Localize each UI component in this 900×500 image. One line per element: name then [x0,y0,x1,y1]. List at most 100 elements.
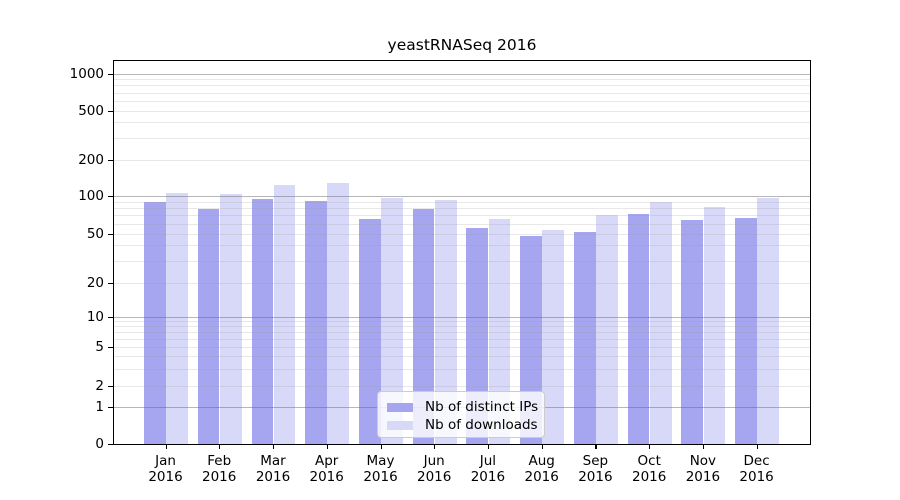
y-tick-label-200: 200 [78,151,104,168]
bar-distinct-ips-jul [466,228,489,444]
month-label: Aug [528,453,555,469]
major-gridline-10 [114,316,810,318]
bar-downloads-aug [542,230,565,444]
y-tick-mark-50 [108,233,113,235]
minor-gridline-90 [114,201,810,203]
legend-row-downloads: Nb of downloads [386,416,538,434]
x-tick-label-sep: Sep 2016 [567,453,623,485]
minor-gridline-900 [114,79,810,81]
month-label: Sep [582,453,609,469]
bar-downloads-dec [757,197,780,444]
minor-gridline-500 [114,110,810,112]
bar-downloads-sep [596,214,618,444]
minor-gridline-60 [114,223,810,225]
minor-gridline-20 [114,282,810,284]
minor-gridline-3 [114,368,810,370]
minor-gridline-400 [114,122,810,124]
minor-gridline-30 [114,260,810,262]
year-label: 2016 [417,468,452,485]
minor-gridline-8 [114,326,810,328]
bar-distinct-ips-may [359,219,381,444]
minor-gridline-50 [114,233,810,235]
minor-gridline-80 [114,208,810,210]
y-tick-mark-10 [108,316,113,318]
minor-gridline-4 [114,356,810,358]
minor-gridline-700 [114,92,810,94]
x-tick-label-dec: Dec 2016 [729,453,785,485]
minor-gridline-40 [114,245,810,247]
minor-gridline-7 [114,332,810,334]
x-tick-mark-feb [219,444,221,449]
bar-downloads-nov [703,206,726,444]
y-tick-label-2: 2 [95,377,104,394]
year-label: 2016 [470,468,506,485]
x-tick-label-oct: Oct 2016 [621,453,677,485]
x-tick-mark-apr [326,444,328,449]
x-tick-mark-oct [649,444,651,449]
y-tick-mark-200 [108,159,113,161]
x-tick-mark-dec [756,444,758,449]
x-tick-mark-jun [434,444,436,449]
bar-downloads-oct [649,201,672,444]
year-label: 2016 [363,468,398,485]
month-label: Jan [155,453,176,469]
chart-title: yeastRNASeq 2016 [387,36,537,54]
x-tick-label-may: May 2016 [353,453,409,485]
bar-distinct-ips-jan [144,201,166,444]
x-tick-mark-mar [273,444,275,449]
x-tick-label-jan: Jan 2016 [138,453,194,485]
bar-distinct-ips-feb [197,208,220,444]
y-tick-mark-20 [108,282,113,284]
minor-gridline-200 [114,159,810,161]
y-tick-label-10: 10 [86,308,104,325]
x-tick-label-aug: Aug 2016 [514,453,570,485]
y-tick-mark-100 [108,196,113,198]
x-tick-mark-aug [541,444,543,449]
bar-downloads-feb [219,193,242,444]
x-tick-label-feb: Feb 2016 [191,453,247,485]
year-label: 2016 [632,468,667,485]
legend-row-distinct-ips: Nb of distinct IPs [386,398,539,416]
x-tick-label-mar: Mar 2016 [245,453,301,485]
bar-downloads-jan [166,192,188,444]
year-label: 2016 [685,468,721,485]
major-gridline-1000 [114,73,810,75]
minor-gridline-9 [114,321,810,323]
x-tick-mark-sep [595,444,597,449]
month-label: Nov [689,453,717,469]
minor-gridline-5 [114,347,810,348]
y-tick-label-100: 100 [78,188,104,204]
bar-distinct-ips-nov [681,220,704,444]
minor-gridline-2 [114,385,810,387]
y-tick-mark-1000 [108,73,113,75]
y-tick-label-500: 500 [78,102,104,119]
x-tick-label-nov: Nov 2016 [675,453,731,485]
bar-distinct-ips-apr [305,200,327,444]
bar-distinct-ips-sep [573,232,596,444]
y-tick-mark-5 [108,347,113,349]
year-label: 2016 [255,468,291,485]
x-tick-mark-nov [702,444,705,449]
x-tick-label-apr: Apr 2016 [299,453,355,485]
legend-swatch-downloads [387,420,413,430]
y-tick-label-1000: 1000 [69,65,104,82]
month-label: Feb [207,453,232,469]
year-label: 2016 [578,468,613,485]
bar-distinct-ips-oct [627,213,650,444]
x-tick-mark-jul [487,444,490,449]
x-tick-mark-jan [165,444,167,449]
month-label: Mar [260,453,286,469]
minor-gridline-600 [114,100,810,102]
bar-distinct-ips-dec [735,217,757,444]
bar-downloads-may [381,198,403,444]
month-label: May [366,453,395,469]
month-label: Dec [743,453,770,469]
minor-gridline-70 [114,215,810,217]
bar-downloads-jul [488,218,511,444]
minor-gridline-300 [114,137,810,139]
year-label: 2016 [148,468,183,485]
legend-label-distinct-ips: Nb of distinct IPs [425,399,539,415]
month-label: Apr [315,453,339,469]
y-tick-mark-500 [108,110,113,112]
